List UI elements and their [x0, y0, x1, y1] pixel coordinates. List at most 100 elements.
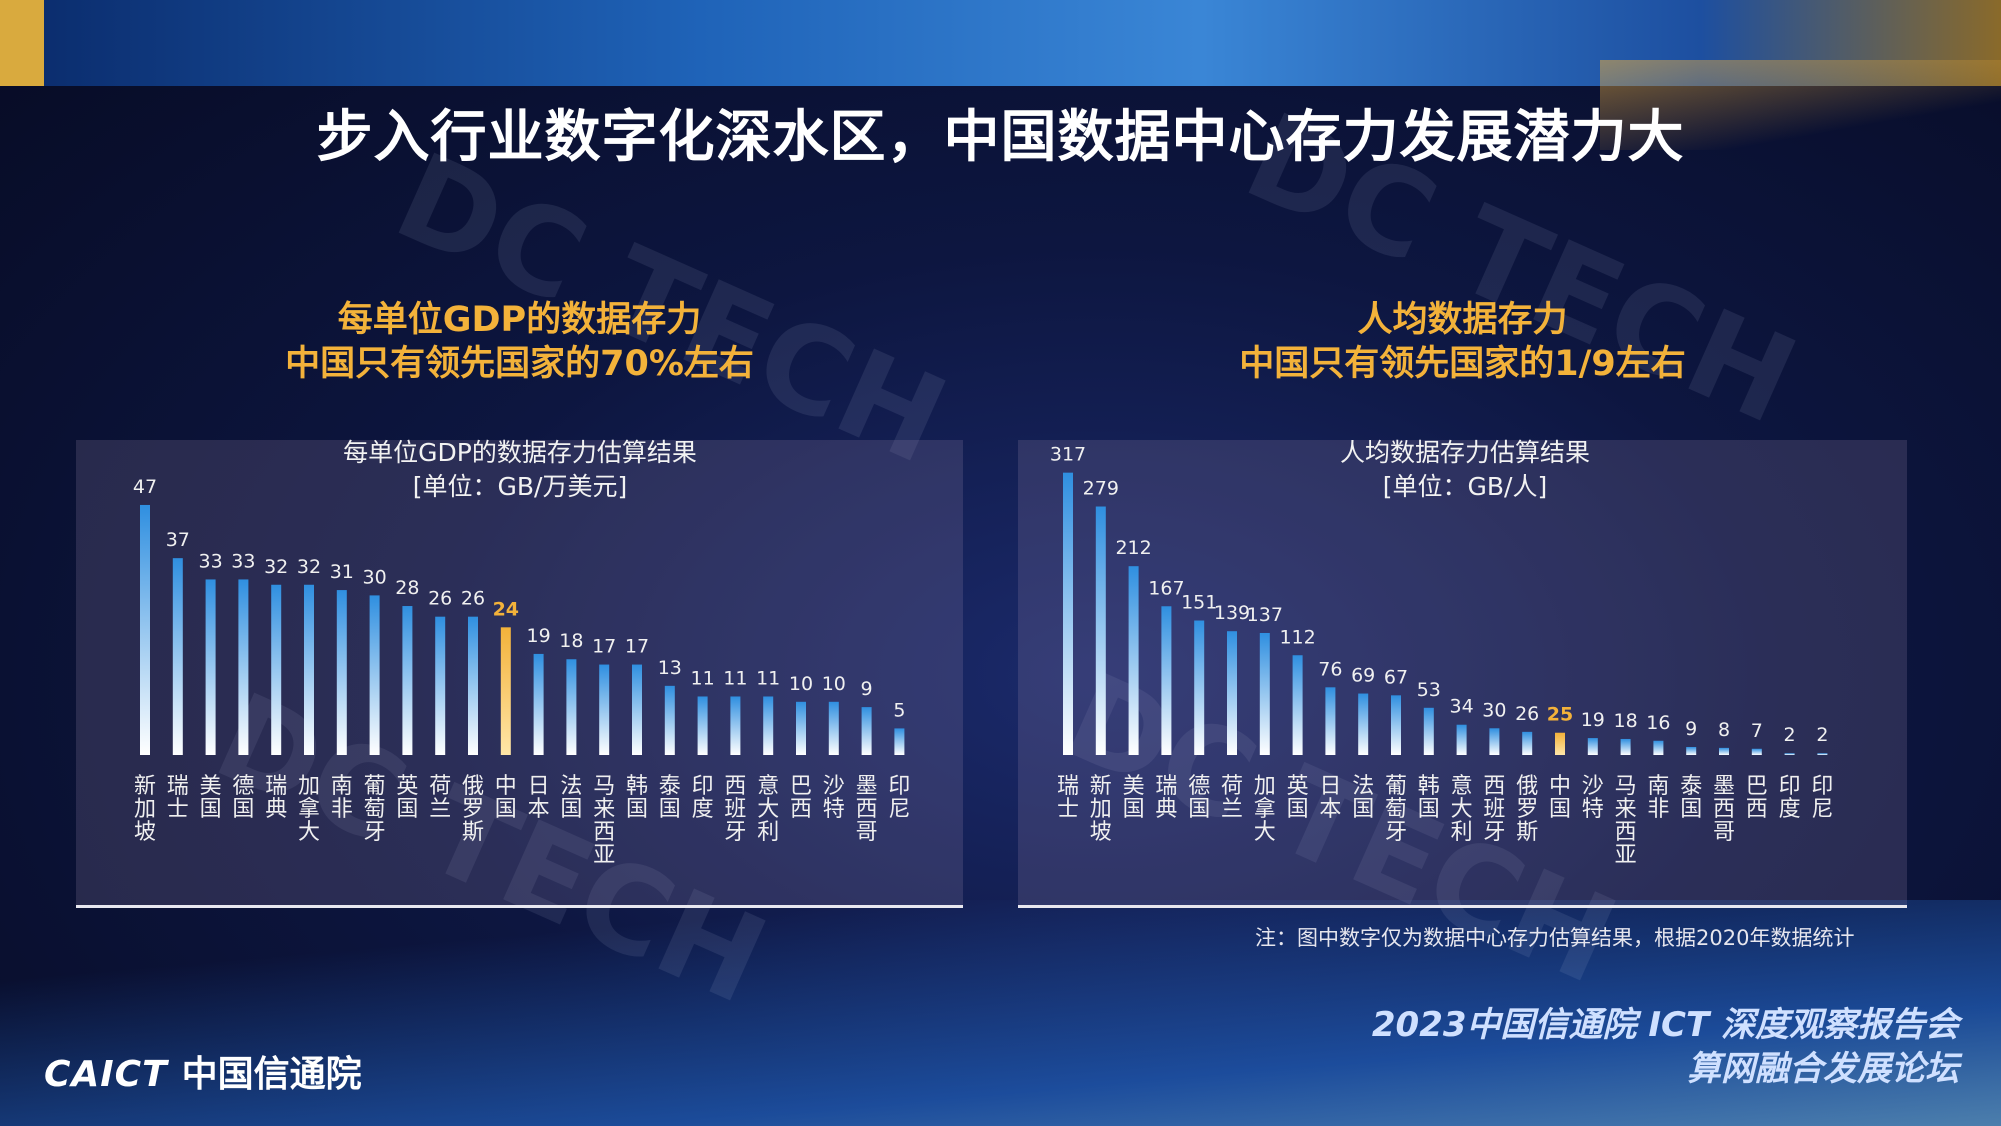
data-label: 139 [1214, 602, 1250, 624]
bar [304, 584, 314, 755]
category-label: 泰国 [1680, 774, 1702, 822]
bar [1194, 620, 1205, 755]
data-label: 9 [861, 678, 873, 700]
data-label: 69 [1351, 665, 1375, 687]
bar [894, 728, 905, 755]
data-label: 26 [461, 588, 485, 610]
category-label: 荷兰 [1221, 774, 1243, 822]
right-subtitle-line1: 人均数据存力 [1357, 300, 1568, 340]
data-label: 151 [1181, 592, 1217, 614]
category-label: 德国 [1188, 774, 1210, 822]
category-label: 美国 [200, 774, 222, 822]
page-title: 步入行业数字化深水区，中国数据中心存力发展潜力大 [316, 105, 1685, 170]
category-label: 俄罗斯 [462, 774, 484, 845]
data-label: 317 [1050, 444, 1086, 466]
left-bar-chart: 47 新加坡 37 瑞士 33 美国 33 德国 32 瑞典 32 加拿大 31 南非 30 葡萄牙 28 英国 2… [133, 476, 911, 868]
category-label: 英国 [396, 774, 418, 822]
category-label: 葡萄牙 [364, 774, 386, 845]
bar [796, 701, 806, 755]
bar [1456, 724, 1467, 755]
bar [730, 696, 741, 755]
category-label: 马来西亚 [1615, 774, 1637, 868]
data-label: 17 [625, 636, 649, 658]
left-subtitle-line2: 中国只有领先国家的70%左右 [285, 344, 754, 384]
category-label: 新加坡 [1090, 774, 1112, 845]
bar [336, 590, 347, 755]
data-label: 28 [395, 577, 419, 599]
bar [763, 696, 774, 755]
bar [1128, 566, 1139, 755]
category-label: 墨西哥 [856, 774, 878, 845]
category-label: 瑞典 [1155, 774, 1177, 822]
data-label: 7 [1751, 720, 1763, 742]
category-label: 瑞典 [265, 774, 287, 822]
category-label: 新加坡 [134, 774, 156, 845]
category-label: 俄罗斯 [1516, 774, 1538, 845]
data-label: 212 [1115, 537, 1151, 559]
category-label: 意大利 [757, 774, 779, 845]
bar [1161, 606, 1172, 755]
category-label: 沙特 [1582, 774, 1604, 822]
data-label: 31 [330, 561, 354, 583]
category-label: 巴西 [790, 774, 812, 822]
category-label: 法国 [1352, 774, 1374, 822]
bar [1653, 740, 1664, 755]
category-label: 加拿大 [298, 774, 320, 845]
data-label: 33 [199, 550, 223, 572]
data-label: 112 [1279, 626, 1315, 648]
bar [697, 696, 708, 755]
bar [1423, 707, 1434, 755]
right-caption-unit: [单位：GB/人] [1382, 472, 1548, 501]
category-label: 中国 [1549, 774, 1571, 822]
bar [1063, 472, 1073, 755]
data-label: 10 [789, 673, 813, 695]
bar [1555, 732, 1565, 755]
data-label: 67 [1384, 666, 1408, 688]
data-label: 19 [1581, 709, 1605, 731]
data-label: 24 [493, 598, 519, 620]
top-gold-accent [0, 0, 44, 86]
data-label: 25 [1547, 704, 1573, 726]
category-label: 中国 [495, 774, 517, 822]
bar [1587, 738, 1598, 755]
bar [402, 606, 413, 755]
category-label: 西班牙 [1483, 774, 1505, 845]
bar [1259, 632, 1270, 755]
bar [1095, 506, 1106, 755]
category-label: 墨西哥 [1713, 774, 1735, 845]
bar [1686, 746, 1697, 755]
data-label: 47 [133, 476, 157, 498]
category-label: 巴西 [1746, 774, 1768, 822]
data-label: 11 [723, 667, 747, 689]
data-label: 26 [1515, 703, 1539, 725]
category-label: 瑞士 [1057, 774, 1079, 822]
event-line2: 算网融合发展论坛 [1687, 1049, 1959, 1089]
category-label: 日本 [528, 774, 550, 822]
category-label: 马来西亚 [593, 774, 615, 868]
data-label: 30 [1482, 699, 1506, 721]
right-bar-chart: 317瑞士279新加坡212美国167瑞典151德国139荷兰137加拿大112… [1050, 444, 1834, 868]
category-label: 法国 [560, 774, 582, 822]
data-label: 8 [1718, 719, 1730, 741]
category-label: 印尼 [1811, 774, 1833, 822]
data-label: 9 [1685, 718, 1697, 740]
category-label: 沙特 [823, 774, 845, 822]
bar [828, 701, 839, 755]
category-label: 英国 [1287, 774, 1309, 822]
data-label: 34 [1450, 696, 1474, 718]
left-subtitle: 每单位GDP的数据存力 中国只有领先国家的70%左右 [76, 298, 963, 386]
left-subtitle-line1: 每单位GDP的数据存力 [337, 300, 702, 340]
category-label: 日本 [1319, 774, 1341, 822]
left-chart-caption: 每单位GDP的数据存力估算结果 [单位：GB/万美元] [250, 436, 790, 504]
data-label: 279 [1083, 478, 1119, 500]
bar [369, 595, 380, 755]
bar [1784, 753, 1795, 755]
category-label: 加拿大 [1254, 774, 1276, 845]
bar [566, 659, 577, 755]
data-label: 167 [1148, 577, 1184, 599]
right-caption-title: 人均数据存力估算结果 [1339, 438, 1590, 467]
bar [664, 685, 675, 755]
bar [468, 616, 478, 755]
data-label: 53 [1417, 679, 1441, 701]
